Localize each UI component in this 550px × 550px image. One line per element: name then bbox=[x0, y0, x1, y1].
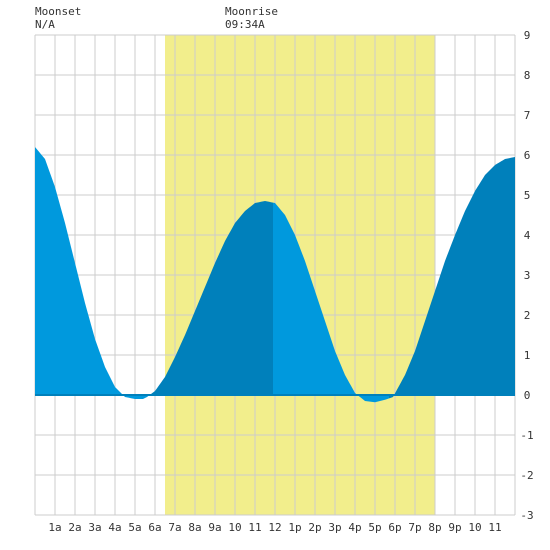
tide-area-falling bbox=[273, 202, 389, 403]
x-tick-label: 10 bbox=[228, 521, 241, 534]
x-tick-label: 3a bbox=[88, 521, 101, 534]
x-tick-label: 12 bbox=[268, 521, 281, 534]
x-tick-label: 8a bbox=[188, 521, 201, 534]
moonset-time: N/A bbox=[35, 18, 55, 31]
y-tick-label: -3 bbox=[520, 509, 533, 522]
x-tick-label: 9p bbox=[448, 521, 461, 534]
y-tick-label: 2 bbox=[524, 309, 531, 322]
y-tick-label: 8 bbox=[524, 69, 531, 82]
y-tick-label: 6 bbox=[524, 149, 531, 162]
x-tick-label: 6p bbox=[388, 521, 401, 534]
x-tick-label: 10 bbox=[468, 521, 481, 534]
moonrise-time: 09:34A bbox=[225, 18, 265, 31]
tide-area-rising bbox=[389, 157, 515, 399]
y-tick-label: 3 bbox=[524, 269, 531, 282]
y-tick-label: -1 bbox=[520, 429, 533, 442]
y-tick-label: -2 bbox=[520, 469, 533, 482]
moonrise-label: Moonrise bbox=[225, 5, 278, 18]
y-tick-label: 7 bbox=[524, 109, 531, 122]
moonset-label: Moonset bbox=[35, 5, 82, 18]
x-tick-label: 7p bbox=[408, 521, 421, 534]
y-tick-label: 1 bbox=[524, 349, 531, 362]
x-tick-label: 3p bbox=[328, 521, 341, 534]
y-tick-label: 0 bbox=[524, 389, 531, 402]
tide-area-rising bbox=[149, 201, 273, 396]
x-tick-label: 6a bbox=[148, 521, 161, 534]
x-tick-label: 2p bbox=[308, 521, 321, 534]
x-tick-label: 1p bbox=[288, 521, 301, 534]
x-tick-label: 4p bbox=[348, 521, 361, 534]
x-tick-label: 2a bbox=[68, 521, 81, 534]
x-tick-label: 5a bbox=[128, 521, 141, 534]
y-tick-label: 4 bbox=[524, 229, 531, 242]
x-tick-label: 5p bbox=[368, 521, 381, 534]
x-tick-label: 1a bbox=[48, 521, 61, 534]
x-tick-label: 7a bbox=[168, 521, 181, 534]
tide-area-falling bbox=[35, 147, 149, 399]
y-tick-label: 5 bbox=[524, 189, 531, 202]
x-tick-label: 11 bbox=[248, 521, 261, 534]
y-tick-label: 9 bbox=[524, 29, 531, 42]
x-tick-label: 9a bbox=[208, 521, 221, 534]
x-tick-label: 11 bbox=[488, 521, 501, 534]
x-tick-label: 8p bbox=[428, 521, 441, 534]
x-tick-label: 4a bbox=[108, 521, 121, 534]
